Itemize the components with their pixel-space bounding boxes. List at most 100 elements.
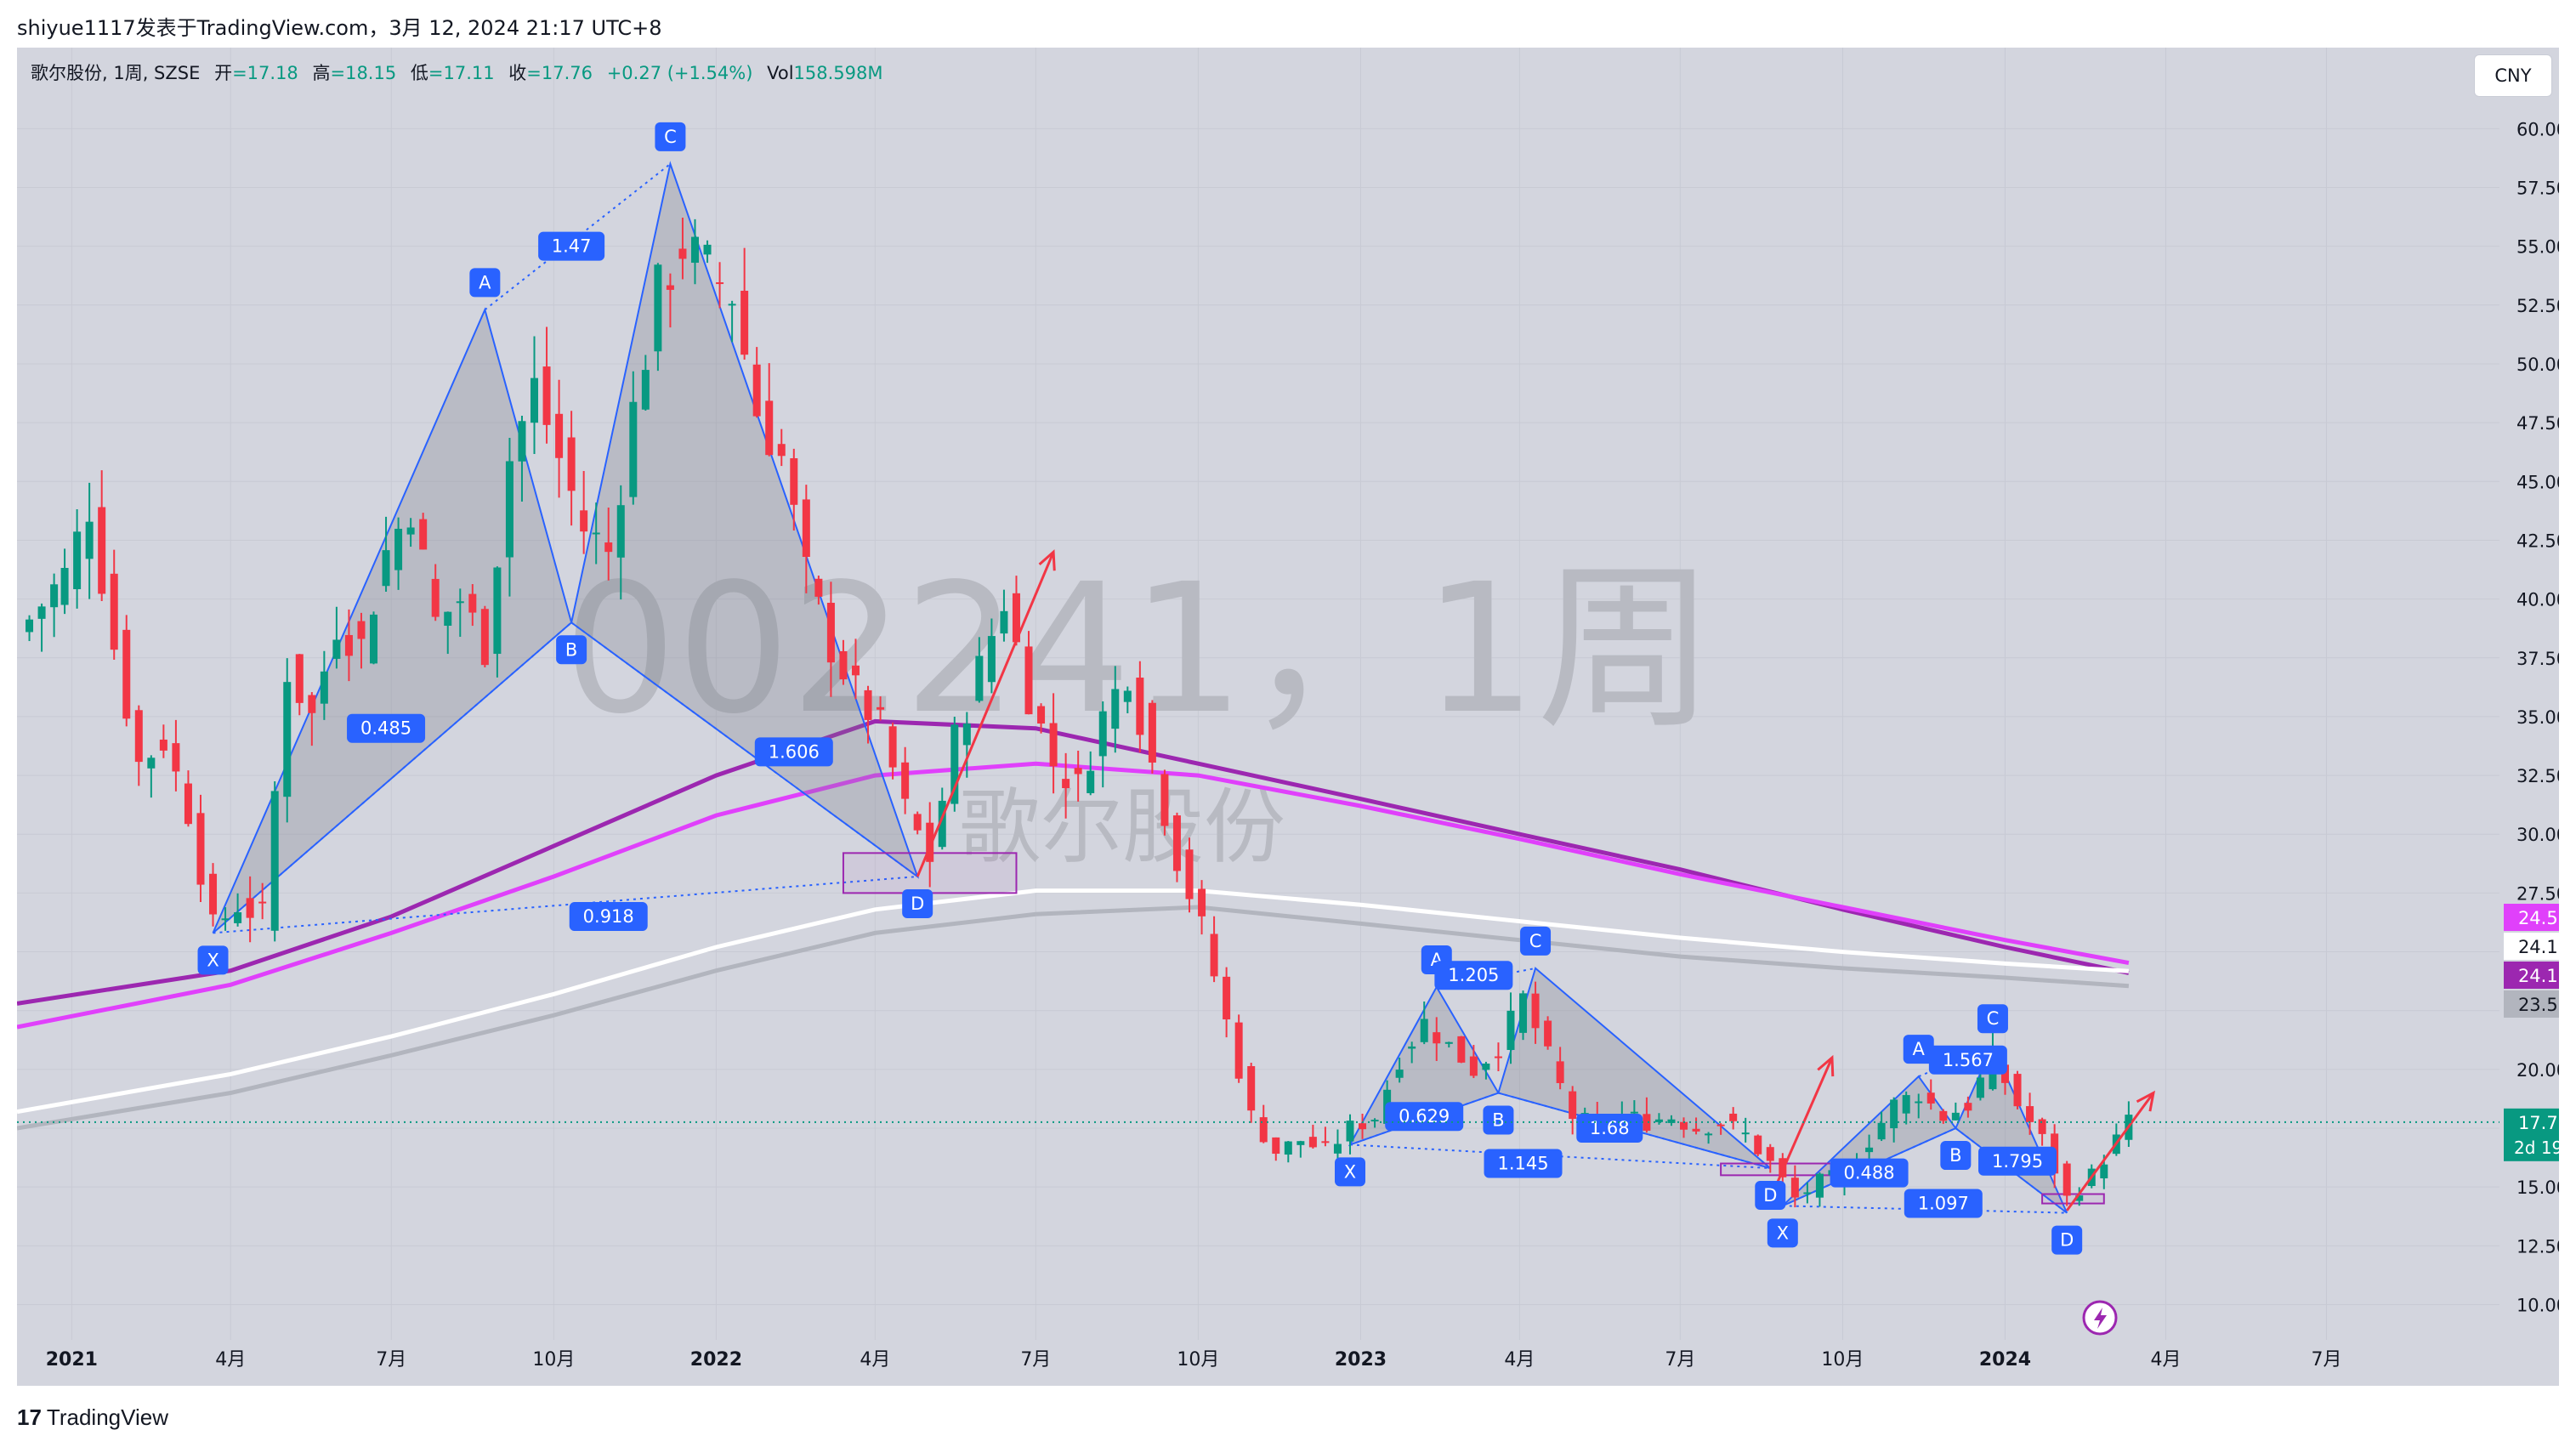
pattern-point-label-bg [902,889,933,919]
ma-price-tag-text: 23.55 [2518,995,2559,1015]
pattern-point-label: B [1483,1105,1514,1135]
ma-price-tag: 24.18 [2504,933,2559,960]
candle-down [1716,1124,1725,1126]
pattern-point-label-text: X [207,950,218,970]
high-label: 高 [312,63,331,83]
candle-up [1705,1133,1713,1136]
pattern-ratio-label-text: 1.795 [1992,1151,2043,1172]
time-tick-label: 2023 [1335,1349,1387,1370]
price-tick-label: 35.00 [2516,707,2559,728]
candle-down [2000,1064,2009,1083]
candle-down [344,634,353,656]
pattern-point-label: C [655,122,686,151]
tradingview-logo[interactable]: 17 TradingView [17,1404,168,1431]
currency-button[interactable]: CNY [2474,54,2552,97]
volume-label: Vol [767,63,794,83]
pattern-ratio-label-text: 0.918 [583,906,634,927]
pattern-point-label-bg [1903,1035,1934,1064]
candle-down [1049,723,1058,767]
candle-up [703,244,712,255]
price-tick-label: 42.50 [2516,531,2559,551]
candle-down [1643,1114,1651,1131]
candle-down [888,726,897,768]
candle-up [1111,689,1120,729]
time-tick-label: 10月 [532,1349,575,1370]
volume-value: 158.598M [793,63,883,83]
pattern-point-label-text: C [1529,931,1542,951]
candle-up [60,568,69,605]
candle-down [1012,593,1020,643]
candle-up [987,636,996,683]
candle-down [1074,768,1082,775]
candle-up [332,639,341,659]
candle-up [1890,1099,1898,1129]
candle-down [1556,1061,1564,1083]
candle-down [752,364,761,417]
pattern-ratio-line [1349,1092,1499,1146]
chart-area[interactable]: 002241，1周 歌尔股份 X A B C D 0.485 1.47 1.606 0.918 X A B… [17,48,2559,1386]
pattern-point-label-text: A [1913,1039,1926,1059]
candle-up [530,377,539,423]
moving-average-line [17,905,2130,1131]
time-axis: 2021 4月 7月 10月 2022 4月 7月 10月 2023 4月 7月 10月 2024 4月 7… [46,1349,2342,1370]
candle-up [1408,1046,1416,1049]
time-tick-label: 2022 [690,1349,742,1370]
projection-arrow [2065,1090,2155,1212]
pattern-point-label: D [2051,1225,2083,1255]
candle-up [1519,993,1528,1033]
candle-down [542,366,551,425]
candle-down [431,578,440,617]
price-tick-label: 10.00 [2516,1296,2559,1316]
price-tick-label: 60.00 [2516,119,2559,139]
candle-up [283,682,292,797]
price-tick-label: 47.50 [2516,413,2559,434]
current-price-tag-bg [2504,1108,2559,1161]
pattern-point-label: X [1334,1157,1365,1187]
price-tick-label: 52.50 [2516,296,2559,316]
candle-up [1976,1077,1984,1098]
candle-down [1062,779,1070,789]
price-tick-label: 37.50 [2516,649,2559,669]
candle-down [1680,1121,1688,1130]
pattern-point-label: D [1755,1181,1786,1211]
time-tick-label: 4月 [860,1349,890,1370]
pattern-point-label-text: X [1344,1161,1356,1182]
pattern-ratio-label-bg [1904,1189,1983,1218]
symbol-info[interactable]: 歌尔股份, 1周, SZSE [31,63,201,83]
candle-down [604,542,613,553]
pattern-point-label-bg [197,945,229,975]
pattern-ratio-label-bg [569,902,648,932]
candle-up [85,521,94,559]
candle-down [295,654,304,703]
pattern-point-label: X [197,945,229,975]
time-tick-label: 4月 [1504,1349,1535,1370]
arrow-shaft [916,551,1055,877]
candle-down [1692,1128,1700,1132]
pattern-point-label: X [1767,1218,1798,1248]
candle-up [234,912,242,923]
pattern-point-label-text: C [664,127,677,147]
candle-up [221,918,230,921]
candle-up [1915,1101,1923,1104]
ma-price-tag-bg [2504,933,2559,960]
pattern-ratio-label-bg [754,737,833,767]
lightning-icon[interactable] [2082,1300,2118,1336]
pattern-ratio-label: 1.205 [1434,961,1513,990]
tradingview-wordmark: TradingView [46,1404,168,1430]
pattern-point-label-bg [2051,1225,2083,1255]
ma-price-tag-text: 24.10 [2518,966,2559,986]
candle-up [406,527,415,535]
candle-down [1148,702,1156,763]
pattern-ratio-label: 1.145 [1484,1149,1563,1178]
candle-down [1321,1141,1330,1143]
chart-canvas[interactable]: 002241，1周歌尔股份XABCD0.4851.471.6060.918XAB… [17,48,2559,1386]
pattern-point-label-bg [1767,1218,1798,1248]
candle-up [1087,770,1095,793]
time-tick-label: 7月 [2311,1349,2341,1370]
pattern-ratio-label-text: 1.68 [1590,1118,1630,1138]
candle-down [1766,1147,1774,1161]
pattern-ratio-line [1349,1143,1771,1170]
candle-up [1000,610,1008,634]
candle-up [26,619,34,633]
candle-down [790,457,798,505]
